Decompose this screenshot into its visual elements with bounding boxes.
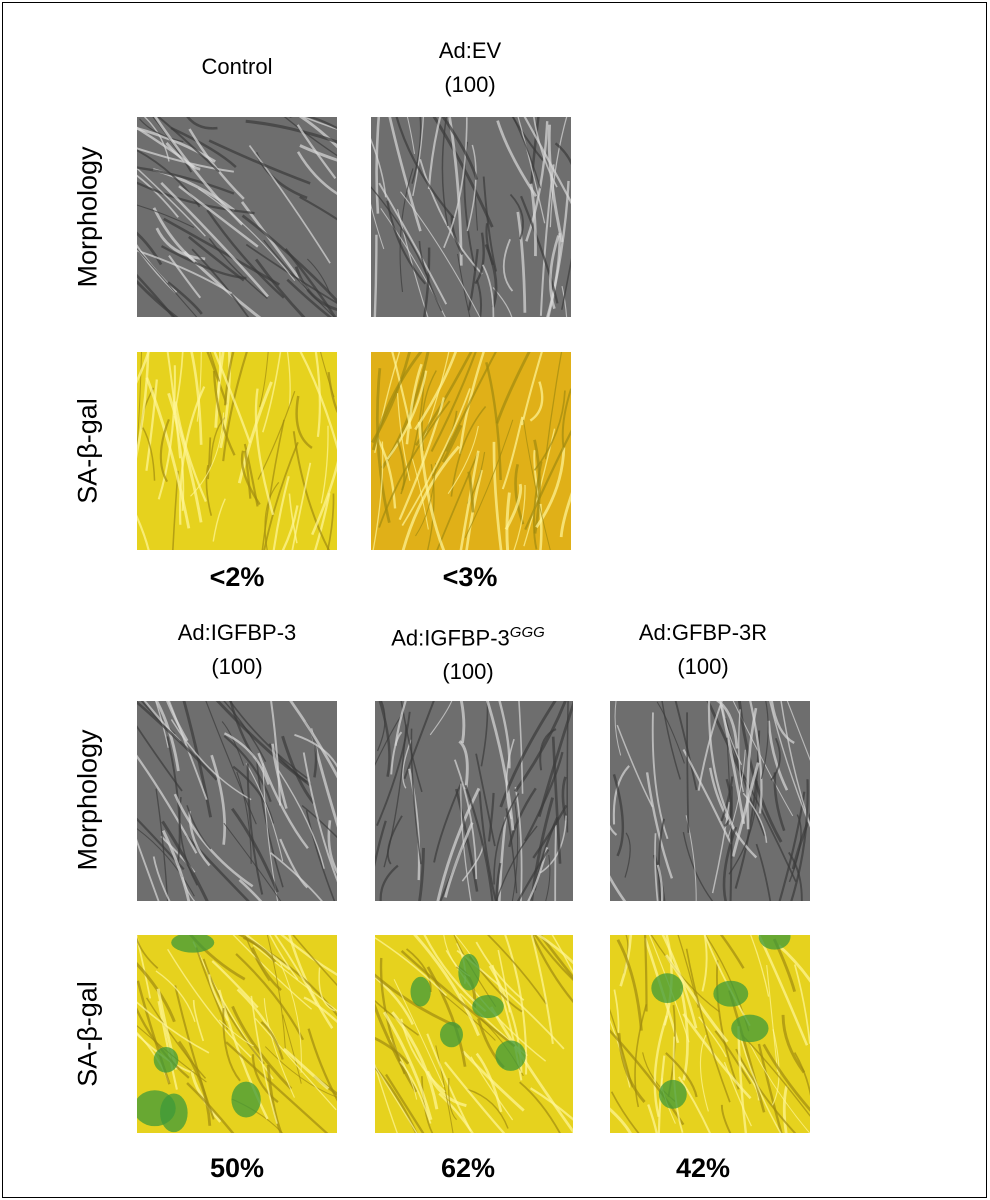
micrograph xyxy=(371,117,571,317)
column-name-text: Control xyxy=(202,54,273,79)
row-label: Morphology xyxy=(73,729,104,870)
column-dose: (100) xyxy=(639,650,767,684)
column-name: Ad:GFBP-3R xyxy=(639,616,767,650)
column-name: Ad:IGFBP-3GGG xyxy=(391,616,545,655)
micrograph xyxy=(375,701,573,901)
micrograph xyxy=(137,352,337,550)
micrograph xyxy=(371,352,571,550)
column-header: Ad:IGFBP-3 (100) xyxy=(178,616,297,684)
percentage: <3% xyxy=(443,562,498,593)
column-header: Control xyxy=(202,50,273,84)
figure: Control Ad:EV (100) Morphology SA-β-gal <2% <3… xyxy=(0,0,990,1200)
micrograph xyxy=(137,701,337,901)
column-header: Ad:EV (100) xyxy=(439,34,501,102)
column-name-text: Ad:IGFBP-3 xyxy=(391,625,510,650)
micrograph xyxy=(137,935,337,1133)
micrograph xyxy=(137,117,337,317)
percentage: 62% xyxy=(441,1153,495,1184)
percentage: 42% xyxy=(676,1153,730,1184)
column-name-text: Ad:EV xyxy=(439,38,501,63)
percentage: <2% xyxy=(210,562,265,593)
column-name: Control xyxy=(202,50,273,84)
row-label: SA-β-gal xyxy=(73,981,104,1087)
column-dose: (100) xyxy=(178,650,297,684)
superscript: GGG xyxy=(510,624,545,641)
micrograph xyxy=(610,701,810,901)
column-header: Ad:IGFBP-3GGG(100) xyxy=(391,616,545,689)
column-name-text: Ad:GFBP-3R xyxy=(639,620,767,645)
column-name-text: Ad:IGFBP-3 xyxy=(178,620,297,645)
column-header: Ad:GFBP-3R (100) xyxy=(639,616,767,684)
column-dose: (100) xyxy=(439,68,501,102)
percentage: 50% xyxy=(210,1153,264,1184)
micrograph xyxy=(375,935,573,1133)
row-label: Morphology xyxy=(73,146,104,287)
row-label: SA-β-gal xyxy=(73,398,104,504)
column-name: Ad:EV xyxy=(439,34,501,68)
micrograph xyxy=(610,935,810,1133)
column-name: Ad:IGFBP-3 xyxy=(178,616,297,650)
column-dose: (100) xyxy=(391,655,545,689)
